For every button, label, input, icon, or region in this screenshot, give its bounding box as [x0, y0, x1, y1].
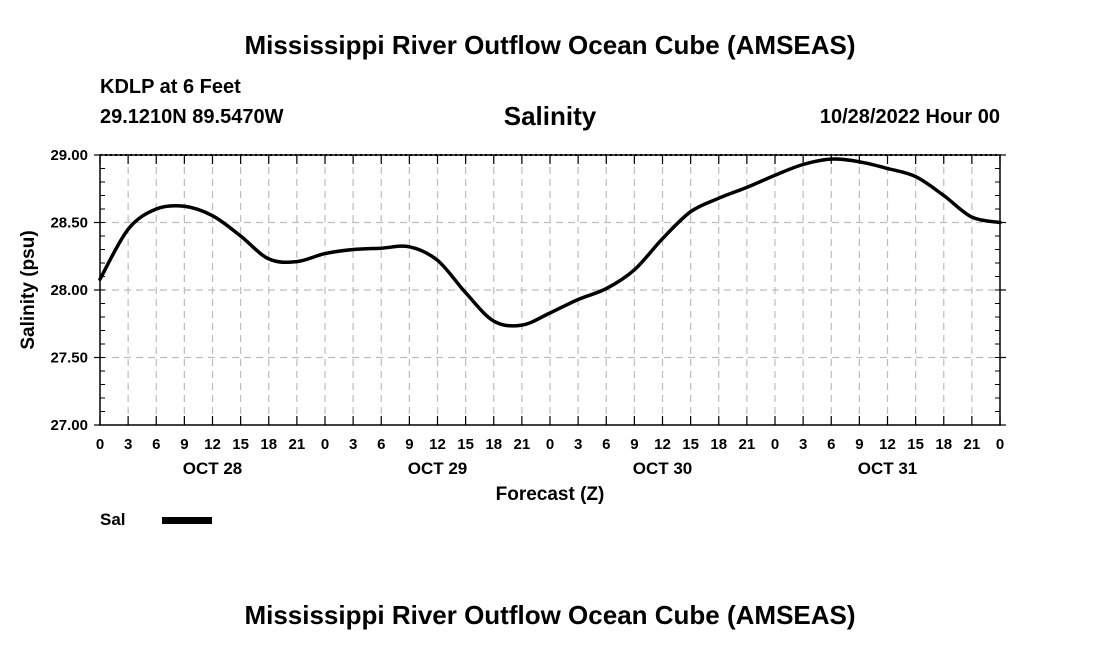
x-tick-label: 0 [771, 436, 779, 453]
x-tick-label: 12 [204, 436, 221, 453]
y-tick-label: 28.00 [50, 282, 88, 299]
x-tick-label: 15 [682, 436, 699, 453]
x-tick-label: 0 [996, 436, 1004, 453]
grid-lines [100, 155, 1000, 425]
x-tick-label: 15 [907, 436, 924, 453]
forecast-date: 10/28/2022 Hour 00 [819, 106, 1000, 128]
salinity-chart: 0 3 6 9 12 15 18 21 0 3 6 9 12 15 18 21 0 3 6 9 12 15 18 21 0 3 6 9… [18, 147, 1006, 505]
x-day-label: OCT 28 [183, 459, 243, 478]
y-axis-title: Salinity (psu) [18, 230, 39, 349]
x-tick-label: 6 [377, 436, 385, 453]
x-tick-label: 18 [260, 436, 277, 453]
variable-title: Salinity [503, 101, 597, 131]
x-axis-title: Forecast (Z) [496, 484, 605, 505]
axis-labels: 0 3 6 9 12 15 18 21 0 3 6 9 12 15 18 21 0 3 6 9 12 15 18 21 0 3 6 9… [50, 147, 1004, 478]
x-tick-label: 12 [879, 436, 896, 453]
y-tick-label: 27.50 [50, 350, 88, 367]
x-tick-label: 12 [654, 436, 671, 453]
x-tick-label: 15 [457, 436, 474, 453]
y-tick-label: 29.00 [50, 147, 88, 164]
x-day-label: OCT 31 [858, 459, 918, 478]
x-tick-label: 12 [429, 436, 446, 453]
x-tick-label: 18 [935, 436, 952, 453]
footer-title: Mississippi River Outflow Ocean Cube (AM… [244, 600, 856, 630]
x-tick-label: 21 [964, 436, 981, 453]
x-tick-label: 9 [855, 436, 863, 453]
y-tick-label: 28.50 [50, 215, 88, 232]
x-tick-label: 6 [827, 436, 835, 453]
y-tick-label: 27.00 [50, 417, 88, 434]
x-tick-label: 0 [321, 436, 329, 453]
x-tick-label: 6 [152, 436, 160, 453]
legend-label: Sal [100, 510, 126, 529]
x-tick-label: 21 [289, 436, 306, 453]
station-label: KDLP at 6 Feet [100, 76, 241, 98]
x-tick-label: 6 [602, 436, 610, 453]
x-tick-label: 9 [405, 436, 413, 453]
axis-ticks [94, 154, 1006, 426]
legend-swatch [162, 517, 212, 524]
x-tick-label: 3 [574, 436, 582, 453]
x-day-label: OCT 29 [408, 459, 468, 478]
x-tick-label: 3 [349, 436, 357, 453]
x-tick-label: 21 [739, 436, 756, 453]
x-day-label: OCT 30 [633, 459, 693, 478]
series-line-sal [98, 157, 1002, 328]
x-tick-label: 0 [546, 436, 554, 453]
x-tick-label: 3 [124, 436, 132, 453]
x-tick-label: 3 [799, 436, 807, 453]
x-tick-label: 0 [96, 436, 104, 453]
x-tick-label: 18 [710, 436, 727, 453]
x-tick-label: 15 [232, 436, 249, 453]
x-tick-label: 9 [630, 436, 638, 453]
x-tick-label: 18 [485, 436, 502, 453]
x-tick-label: 9 [180, 436, 188, 453]
chart-main-title: Mississippi River Outflow Ocean Cube (AM… [244, 30, 856, 60]
station-coordinates: 29.1210N 89.5470W [100, 106, 284, 128]
x-tick-label: 21 [514, 436, 531, 453]
